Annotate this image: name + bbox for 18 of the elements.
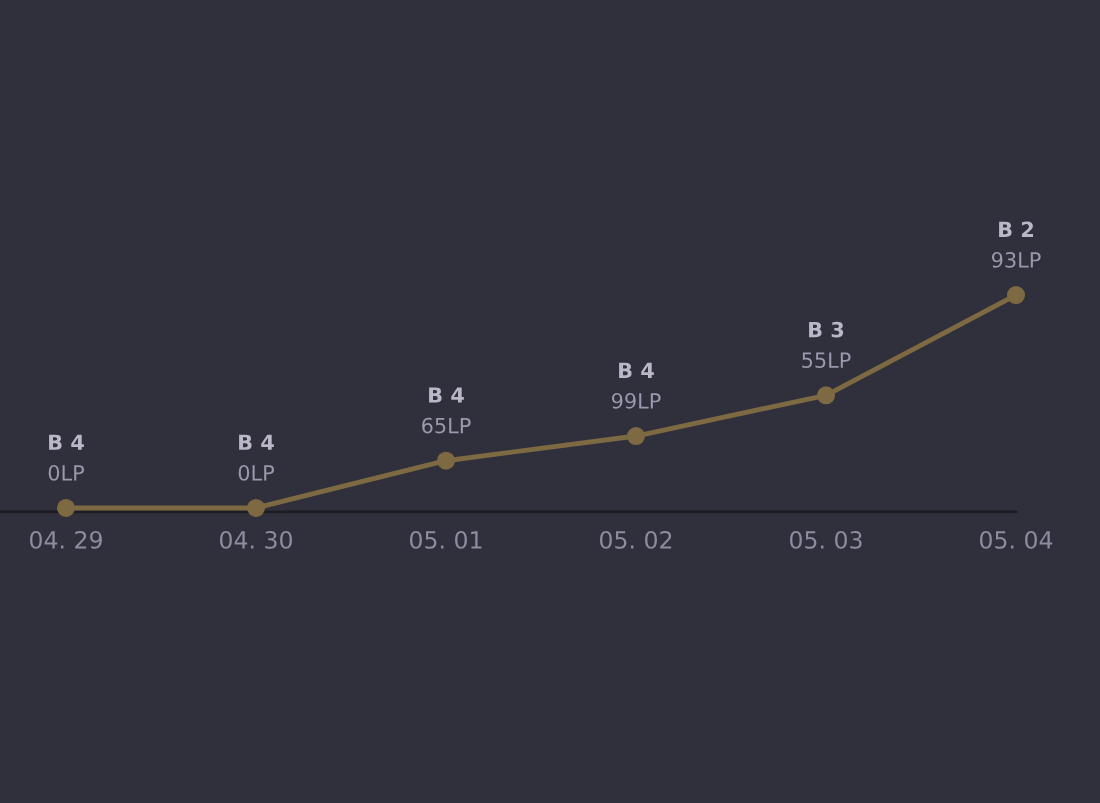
point	[626, 426, 646, 446]
data-label: B 4 99LP	[611, 362, 661, 409]
x-tick-label: 05. 02	[600, 530, 672, 549]
x-tick-label: 05. 01	[410, 530, 482, 549]
point	[1006, 286, 1026, 305]
data-label: B 3 55LP	[802, 321, 851, 369]
data-label: B 2 93LP	[991, 221, 1041, 268]
point	[246, 498, 266, 517]
x-tick-label: 05. 03	[790, 530, 862, 549]
data-label: B 4 65LP	[422, 387, 471, 434]
x-tick-label: 04. 29	[30, 530, 102, 549]
x-tick-label: 05. 04	[980, 530, 1053, 549]
point	[816, 386, 836, 405]
point	[56, 498, 76, 517]
data-label: B 4 0LP	[238, 434, 274, 481]
point	[436, 451, 456, 470]
x-tick-label: 04. 30	[220, 530, 292, 549]
data-label: B 4 0LP	[48, 434, 84, 481]
